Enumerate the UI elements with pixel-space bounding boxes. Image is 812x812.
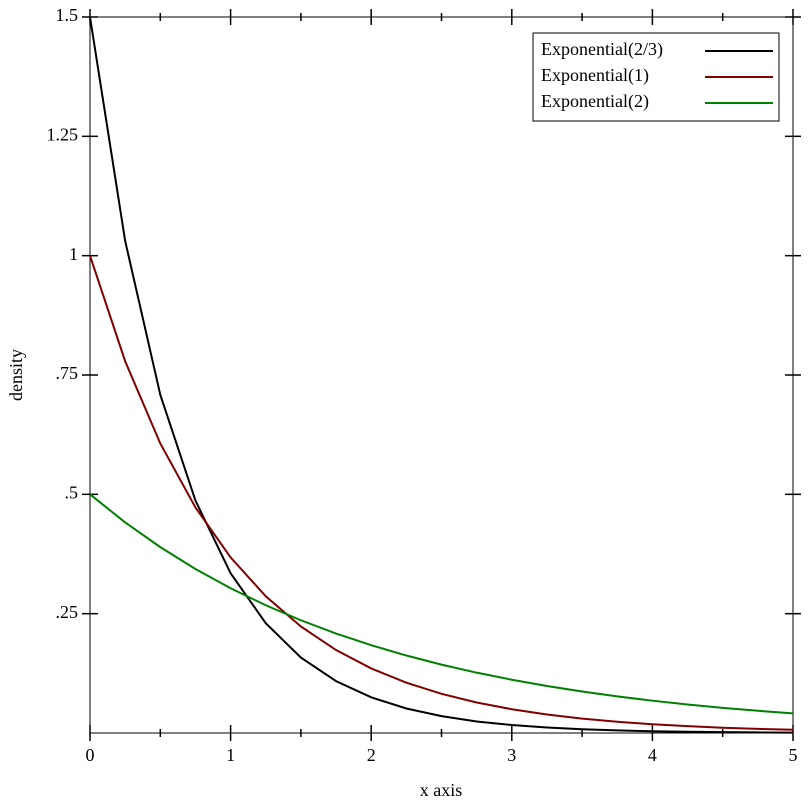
y-tick-label: .75 xyxy=(56,363,79,383)
y-tick-label: .25 xyxy=(56,602,79,622)
legend-label: Exponential(2/3) xyxy=(541,39,663,60)
x-tick-label: 5 xyxy=(789,745,798,765)
legend-label: Exponential(1) xyxy=(541,65,649,86)
x-tick-label: 0 xyxy=(86,745,95,765)
y-tick-label: .5 xyxy=(65,482,79,502)
series-line xyxy=(89,255,794,731)
x-tick-label: 2 xyxy=(367,745,376,765)
y-tick-label: 1.25 xyxy=(47,124,79,144)
y-axis-label: density xyxy=(6,349,26,401)
plot-frame xyxy=(89,16,794,734)
series-line xyxy=(89,493,794,715)
series-line xyxy=(89,16,794,734)
legend-label: Exponential(2) xyxy=(541,91,649,112)
x-axis-label: x axis xyxy=(420,780,463,800)
x-tick-label: 4 xyxy=(648,745,657,765)
x-tick-label: 1 xyxy=(226,745,235,765)
x-tick-label: 3 xyxy=(507,745,516,765)
y-tick-label: 1 xyxy=(69,244,78,264)
y-tick-label: 1.5 xyxy=(56,5,79,25)
